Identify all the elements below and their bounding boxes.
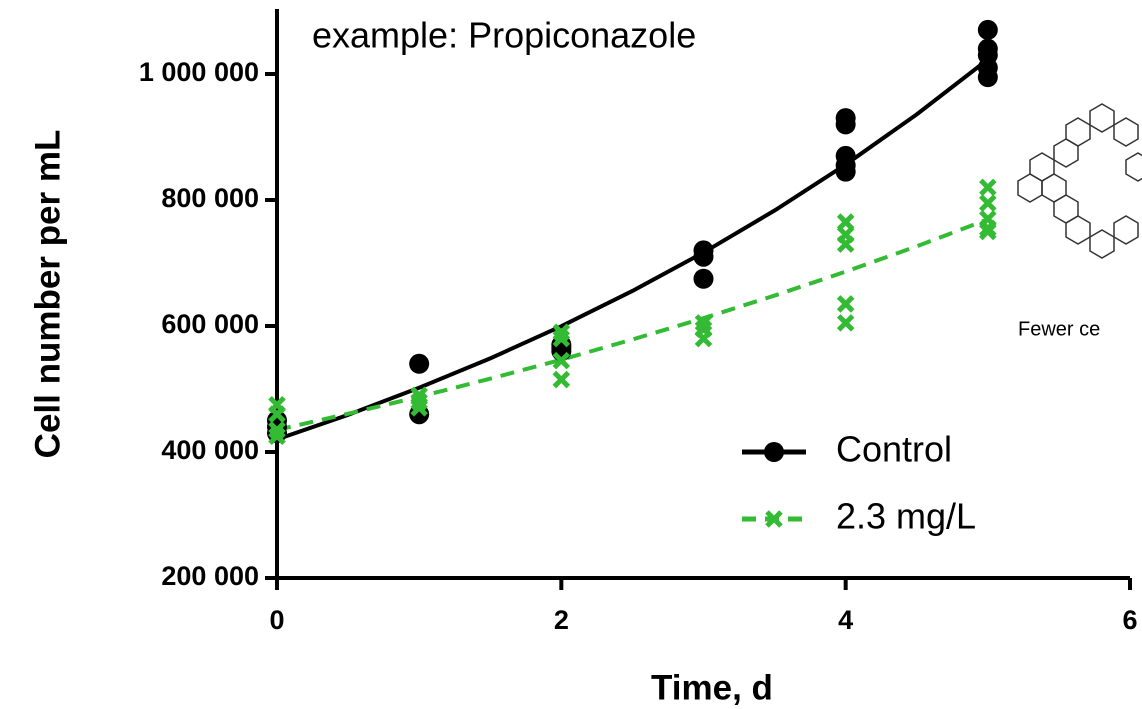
- legend-label: Control: [836, 429, 952, 470]
- point: [409, 353, 430, 374]
- point: [836, 235, 855, 253]
- point: [552, 370, 571, 389]
- y-tick-label: 200 000: [161, 561, 259, 591]
- point: [977, 67, 998, 88]
- point: [693, 268, 714, 289]
- point: [835, 161, 856, 182]
- point: [836, 314, 855, 332]
- point: [979, 222, 997, 241]
- point: [835, 114, 856, 135]
- point: [268, 405, 286, 423]
- x-tick-label: 6: [1122, 605, 1137, 635]
- legend-marker: [765, 510, 783, 528]
- y-axis-label: Cell number per mL: [28, 130, 67, 459]
- x-tick-label: 2: [554, 605, 569, 635]
- point: [836, 295, 855, 313]
- point: [694, 329, 713, 348]
- y-tick-label: 400 000: [161, 435, 259, 465]
- point: [979, 178, 997, 197]
- fit-line: [276, 57, 990, 442]
- x-tick-label: 0: [269, 605, 284, 635]
- legend-marker: [764, 442, 784, 462]
- x-tick-label: 4: [838, 605, 853, 635]
- x-axis-label: Time, d: [651, 668, 773, 707]
- y-tick-label: 800 000: [161, 183, 259, 213]
- point: [552, 351, 571, 370]
- y-tick-label: 600 000: [161, 309, 259, 339]
- annotation: example: Propiconazole: [312, 15, 696, 56]
- molecule-icon: [1017, 103, 1142, 259]
- point: [979, 194, 997, 212]
- y-tick-label: 1 000 000: [139, 57, 259, 87]
- legend-label: 2.3 mg/L: [836, 496, 976, 537]
- point: [268, 427, 286, 446]
- point: [693, 246, 714, 267]
- point: [410, 399, 428, 417]
- fit-line: [276, 217, 989, 432]
- annotation: Fewer ce: [1018, 318, 1100, 340]
- point: [977, 19, 998, 40]
- point: [552, 329, 571, 348]
